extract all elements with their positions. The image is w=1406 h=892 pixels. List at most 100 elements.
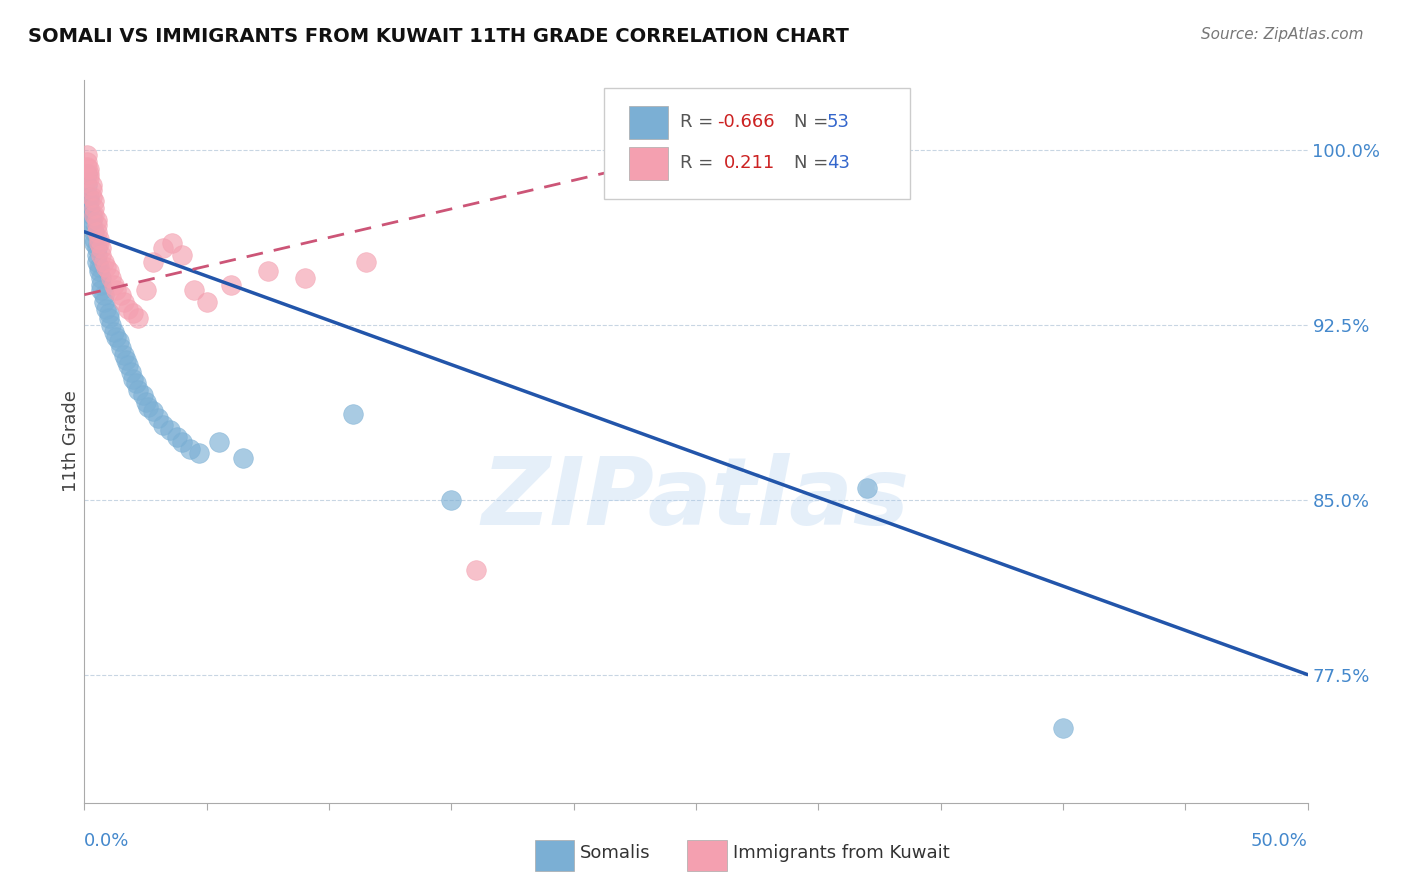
Point	[172, 248, 194, 262]
Text: Somalis: Somalis	[579, 845, 651, 863]
FancyBboxPatch shape	[628, 105, 668, 139]
Point	[90, 248, 112, 262]
Point	[117, 358, 139, 372]
Point	[440, 492, 463, 507]
Point	[127, 384, 149, 398]
Point	[83, 202, 105, 216]
Point	[90, 241, 112, 255]
Text: 53: 53	[827, 113, 849, 131]
Point	[342, 407, 364, 421]
Text: 0.211: 0.211	[724, 154, 775, 172]
Point	[103, 325, 125, 339]
Point	[232, 450, 254, 465]
Point	[96, 301, 118, 316]
Point	[87, 232, 110, 246]
Y-axis label: 11th Grade: 11th Grade	[62, 391, 80, 492]
Point	[93, 294, 115, 309]
Point	[132, 388, 155, 402]
Point	[856, 481, 879, 495]
Point	[107, 334, 129, 349]
Text: R =: R =	[681, 113, 718, 131]
Text: N =: N =	[794, 113, 834, 131]
Point	[80, 190, 103, 204]
Point	[112, 294, 135, 309]
Point	[77, 194, 100, 209]
Point	[100, 271, 122, 285]
Point	[612, 171, 634, 186]
Text: -0.666: -0.666	[717, 113, 775, 131]
Point	[162, 236, 184, 251]
Point	[146, 411, 169, 425]
Point	[90, 278, 112, 293]
Point	[86, 248, 108, 262]
Point	[86, 218, 108, 232]
Point	[80, 183, 103, 197]
Point	[96, 260, 118, 274]
Point	[77, 190, 100, 204]
Text: 43: 43	[827, 154, 849, 172]
Point	[110, 287, 132, 301]
Point	[464, 563, 486, 577]
Point	[166, 430, 188, 444]
Point	[117, 301, 139, 316]
Text: Immigrants from Kuwait: Immigrants from Kuwait	[733, 845, 949, 863]
Point	[179, 442, 201, 456]
Point	[122, 371, 145, 385]
Point	[142, 255, 165, 269]
Point	[105, 329, 128, 343]
Point	[83, 236, 105, 251]
Point	[152, 418, 174, 433]
Point	[87, 260, 110, 274]
Point	[83, 194, 105, 209]
Point	[127, 311, 149, 326]
Point	[183, 283, 205, 297]
Point	[125, 376, 148, 391]
Point	[90, 271, 112, 285]
Point	[76, 160, 98, 174]
Text: 0.0%: 0.0%	[84, 831, 129, 850]
Point	[86, 213, 108, 227]
FancyBboxPatch shape	[628, 147, 668, 180]
Point	[112, 348, 135, 362]
Point	[87, 236, 110, 251]
Text: R =: R =	[681, 154, 725, 172]
Point	[83, 232, 105, 246]
Point	[76, 167, 98, 181]
FancyBboxPatch shape	[534, 840, 574, 871]
FancyBboxPatch shape	[605, 87, 910, 200]
Point	[86, 255, 108, 269]
Point	[86, 225, 108, 239]
Point	[188, 446, 211, 460]
Point	[83, 209, 105, 223]
FancyBboxPatch shape	[688, 840, 727, 871]
Point	[120, 365, 142, 379]
Point	[80, 218, 103, 232]
Point	[77, 161, 100, 176]
Point	[86, 241, 108, 255]
Point	[77, 171, 100, 186]
Point	[152, 241, 174, 255]
Point	[354, 255, 377, 269]
Point	[97, 306, 120, 320]
Point	[103, 278, 125, 293]
Point	[1052, 721, 1074, 735]
Point	[83, 225, 105, 239]
Point	[115, 353, 138, 368]
Point	[142, 404, 165, 418]
Text: SOMALI VS IMMIGRANTS FROM KUWAIT 11TH GRADE CORRELATION CHART: SOMALI VS IMMIGRANTS FROM KUWAIT 11TH GR…	[28, 27, 849, 45]
Point	[76, 148, 98, 162]
Point	[97, 311, 120, 326]
Point	[80, 178, 103, 193]
Point	[93, 287, 115, 301]
Point	[159, 423, 181, 437]
Point	[195, 294, 218, 309]
Text: ZIPatlas: ZIPatlas	[482, 453, 910, 545]
Text: 50.0%: 50.0%	[1251, 831, 1308, 850]
Point	[76, 154, 98, 169]
Point	[219, 278, 242, 293]
Text: Source: ZipAtlas.com: Source: ZipAtlas.com	[1201, 27, 1364, 42]
Point	[294, 271, 316, 285]
Point	[80, 213, 103, 227]
Point	[76, 178, 98, 193]
Point	[136, 400, 159, 414]
